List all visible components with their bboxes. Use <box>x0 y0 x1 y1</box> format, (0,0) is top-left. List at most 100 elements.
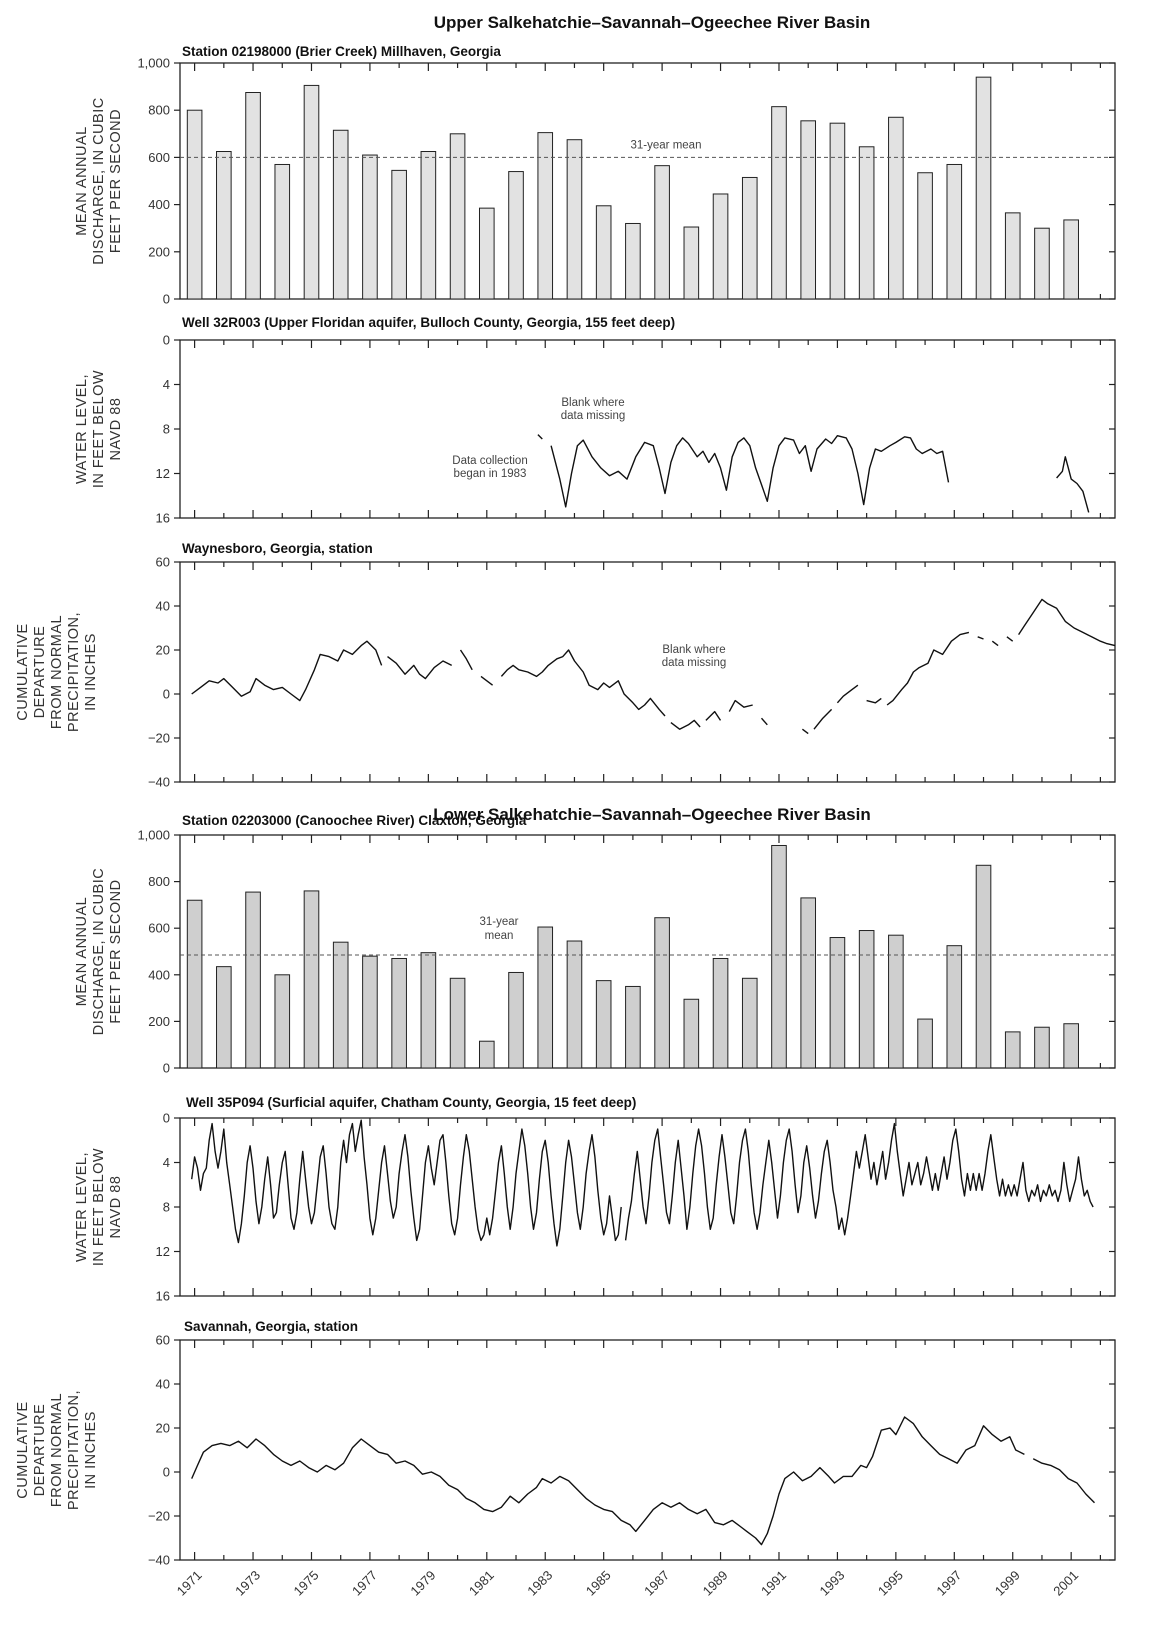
bar <box>625 222 641 300</box>
y-tick-label: 1,000 <box>137 56 170 71</box>
bar <box>332 941 349 1069</box>
lower-well-ylabel: WATER LEVEL,IN FEET BELOWNAVD 88 <box>74 1148 124 1266</box>
mean-label: 31-year mean <box>631 139 702 151</box>
ylabel-line: DISCHARGE, IN CUBIC <box>91 97 107 264</box>
x-tick-label: 1995 <box>875 1568 906 1599</box>
bar <box>537 926 554 1069</box>
y-tick-label: −20 <box>148 731 170 746</box>
series-line-segment <box>1032 1458 1095 1504</box>
annotation: Data collection began in 1983 <box>452 455 527 480</box>
x-tick-label: 1999 <box>992 1568 1023 1599</box>
x-tick-label: 2001 <box>1050 1568 1081 1599</box>
bar <box>449 133 466 300</box>
series-line-segment <box>728 699 753 712</box>
ylabel-line: CUMULATIVE <box>15 1401 31 1498</box>
ylabel-line: DEPARTURE <box>32 626 48 719</box>
y-tick-label: 800 <box>148 103 170 118</box>
ylabel-line: FROM NORMAL <box>49 1393 65 1507</box>
bar <box>245 891 261 1069</box>
ylabel-line: WATER LEVEL, <box>74 374 90 484</box>
upper-precip-title: Waynesboro, Georgia, station <box>182 541 373 556</box>
y-tick-label: 200 <box>148 1014 170 1029</box>
x-tick-label: 1991 <box>758 1568 789 1599</box>
bar <box>420 952 437 1069</box>
annotation-line: Blank where <box>561 397 624 409</box>
lower-precip-chart: Savannah, Georgia, station −40 −20 0 20 40 60 C… <box>15 1319 1116 1568</box>
upper-discharge-ylabel: MEAN ANNUALDISCHARGE, IN CUBICFEET PER S… <box>74 97 124 264</box>
bar <box>1063 219 1079 300</box>
ylabel-line: IN FEET BELOW <box>91 370 107 488</box>
ylabel-line: FEET PER SECOND <box>108 879 124 1023</box>
annotation-line: Blank where <box>662 644 725 656</box>
ylabel-line: WATER LEVEL, <box>74 1152 90 1262</box>
ylabel-line: NAVD 88 <box>108 1176 124 1239</box>
y-tick-label: 20 <box>156 643 170 658</box>
bar <box>478 1040 495 1069</box>
series-line-segment <box>1006 636 1014 642</box>
x-tick-label: 1981 <box>466 1568 497 1599</box>
bar <box>186 899 203 1069</box>
series-line-segment <box>866 697 882 704</box>
x-tick-label: 1979 <box>407 1568 438 1599</box>
y-tick-label: 4 <box>163 377 170 392</box>
bar <box>216 151 232 300</box>
y-tick-label: 800 <box>148 874 170 889</box>
x-tick-label: 1971 <box>174 1568 205 1599</box>
bar <box>975 76 992 300</box>
x-tick-label: 1983 <box>524 1568 555 1599</box>
bar <box>186 109 203 300</box>
series-line-segment <box>991 640 999 647</box>
bar <box>274 163 291 300</box>
lower-precip-ylabel: CUMULATIVEDEPARTUREFROM NORMALPRECIPITAT… <box>15 1390 99 1510</box>
chart-panels: Station 02198000 (Brier Creek) Millhaven… <box>15 44 1116 1599</box>
bar <box>508 971 524 1069</box>
series-line-segment <box>191 640 383 702</box>
annotation-line: data missing <box>662 657 727 669</box>
ylabel-line: IN INCHES <box>83 1411 99 1489</box>
upper-well-ylabel: WATER LEVEL,IN FEET BELOWNAVD 88 <box>74 370 124 488</box>
bar <box>800 120 817 300</box>
annotation-line: began in 1983 <box>454 468 527 480</box>
bar <box>566 940 583 1069</box>
series-line-segment <box>760 717 768 726</box>
bar <box>303 84 320 300</box>
y-tick-label: −40 <box>148 1553 170 1568</box>
mean-label-line: mean <box>485 930 514 942</box>
y-tick-label: 600 <box>148 921 170 936</box>
bar <box>683 226 700 300</box>
ylabel-line: IN FEET BELOW <box>91 1148 107 1266</box>
y-tick-label: 0 <box>163 292 170 307</box>
x-tick-label: 1997 <box>933 1568 964 1599</box>
bar <box>975 864 992 1069</box>
upper-discharge-chart: Station 02198000 (Brier Creek) Millhaven… <box>74 44 1116 307</box>
series-line-segment <box>813 708 833 730</box>
ylabel-line: PRECIPITATION, <box>66 612 82 732</box>
y-tick-label: 0 <box>163 687 170 702</box>
bar <box>332 129 349 300</box>
lower-basin-title: Lower Salkehatchie–Savannah–Ogeechee Riv… <box>433 805 870 824</box>
annotation: Blank where data missing <box>561 397 626 422</box>
bar <box>771 106 787 300</box>
bar <box>683 998 700 1069</box>
bar <box>858 930 875 1069</box>
bar <box>537 132 554 300</box>
series-line-segment <box>1018 598 1116 647</box>
y-tick-label: 0 <box>163 1111 170 1126</box>
x-tick-label: 1973 <box>232 1568 263 1599</box>
annotation-line: Data collection <box>452 455 527 467</box>
bar <box>858 146 875 300</box>
bar <box>303 890 320 1069</box>
y-tick-label: 1,000 <box>137 828 170 843</box>
series-line-segment <box>1056 456 1090 513</box>
annotation-line: data missing <box>561 410 626 422</box>
bar <box>917 172 933 300</box>
bar <box>888 934 904 1069</box>
lower-discharge-title: Station 02203000 (Canoochee River) Claxt… <box>182 813 527 828</box>
series-line-segment <box>670 719 701 730</box>
series-line-segment <box>480 675 494 686</box>
upper-well-plot-frame <box>179 339 1116 519</box>
y-tick-label: 400 <box>148 197 170 212</box>
y-tick-label: −20 <box>148 1509 170 1524</box>
bar <box>1034 1026 1050 1069</box>
series-line-segment <box>977 636 984 640</box>
